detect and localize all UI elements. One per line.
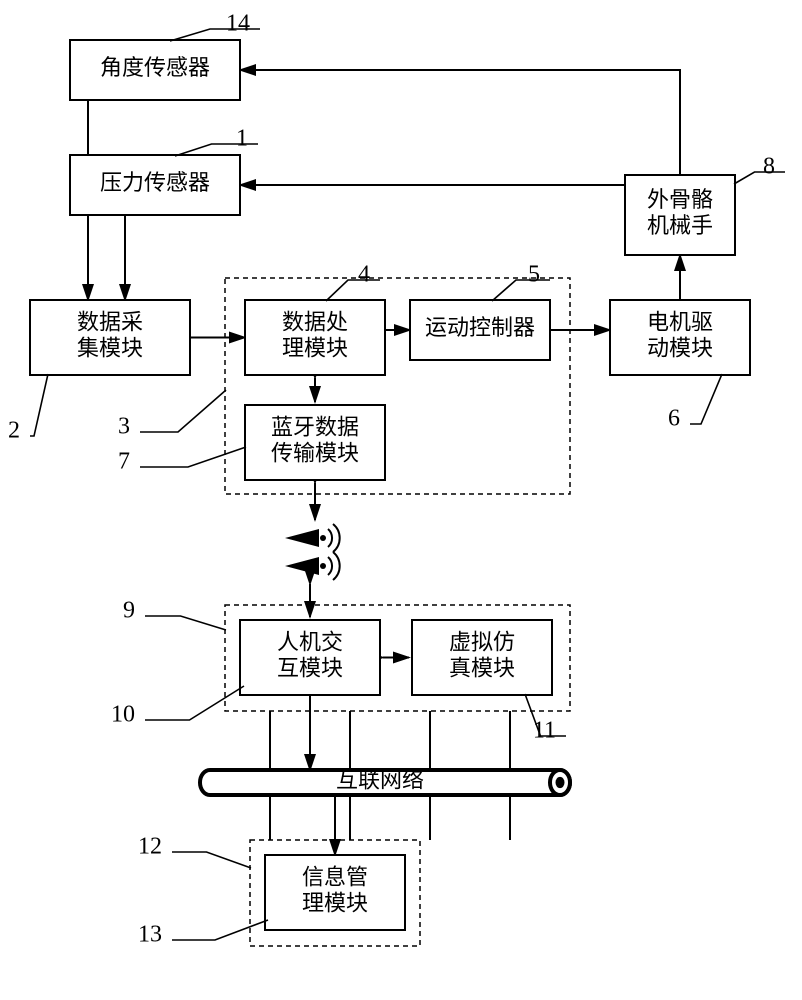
node-b13: 信息管理模块 bbox=[265, 855, 405, 930]
svg-text:6: 6 bbox=[668, 406, 680, 432]
svg-text:集模块: 集模块 bbox=[77, 336, 143, 361]
svg-text:3: 3 bbox=[118, 414, 130, 440]
svg-text:电机驱: 电机驱 bbox=[647, 310, 713, 335]
ref-r1: 1 bbox=[175, 126, 258, 157]
svg-text:机械手: 机械手 bbox=[647, 213, 713, 238]
ref-r3: 3 bbox=[118, 390, 226, 440]
svg-text:人机交: 人机交 bbox=[277, 630, 343, 655]
node-b10: 人机交互模块 bbox=[240, 620, 380, 695]
svg-text:7: 7 bbox=[118, 449, 130, 475]
svg-text:9: 9 bbox=[123, 598, 135, 624]
svg-text:理模块: 理模块 bbox=[302, 891, 368, 916]
wireless-icon bbox=[285, 524, 340, 552]
node-b1: 压力传感器 bbox=[70, 155, 240, 215]
svg-text:动模块: 动模块 bbox=[647, 336, 713, 361]
ref-r13: 13 bbox=[138, 920, 268, 948]
svg-text:5: 5 bbox=[528, 262, 540, 288]
svg-text:数据采: 数据采 bbox=[77, 310, 143, 335]
ref-r11: 11 bbox=[525, 694, 566, 744]
ref-r8: 8 bbox=[734, 154, 785, 185]
svg-text:压力传感器: 压力传感器 bbox=[100, 170, 210, 195]
node-b8: 外骨骼机械手 bbox=[625, 175, 735, 255]
svg-text:角度传感器: 角度传感器 bbox=[100, 55, 210, 80]
node-b2: 数据采集模块 bbox=[30, 300, 190, 375]
svg-text:运动控制器: 运动控制器 bbox=[425, 315, 535, 340]
node-b11: 虚拟仿真模块 bbox=[412, 620, 552, 695]
svg-text:8: 8 bbox=[763, 154, 775, 180]
wireless-icon bbox=[285, 552, 340, 580]
ref-r12: 12 bbox=[138, 834, 251, 869]
svg-text:11: 11 bbox=[533, 718, 556, 744]
svg-text:互联网络: 互联网络 bbox=[336, 768, 424, 793]
svg-text:1: 1 bbox=[236, 126, 248, 152]
ref-r2: 2 bbox=[8, 374, 48, 444]
svg-text:13: 13 bbox=[138, 922, 162, 948]
svg-text:外骨骼: 外骨骼 bbox=[647, 187, 713, 212]
svg-text:蓝牙数据: 蓝牙数据 bbox=[271, 415, 359, 440]
svg-text:理模块: 理模块 bbox=[282, 336, 348, 361]
ref-r9: 9 bbox=[123, 598, 226, 631]
ref-r5: 5 bbox=[492, 262, 550, 302]
ref-r14: 14 bbox=[170, 11, 260, 42]
edge bbox=[240, 70, 680, 175]
svg-text:4: 4 bbox=[358, 262, 370, 288]
diagram-canvas: 角度传感器压力传感器数据采集模块数据处理模块运动控制器电机驱动模块外骨骼机械手蓝… bbox=[0, 0, 802, 1000]
internet-tube: 互联网络 bbox=[200, 711, 570, 840]
svg-text:传输模块: 传输模块 bbox=[271, 441, 359, 466]
node-b5: 运动控制器 bbox=[410, 300, 550, 360]
svg-text:12: 12 bbox=[138, 834, 162, 860]
svg-text:2: 2 bbox=[8, 418, 20, 444]
ref-r6: 6 bbox=[668, 374, 722, 432]
ref-r7: 7 bbox=[118, 447, 246, 475]
svg-text:虚拟仿: 虚拟仿 bbox=[449, 630, 515, 655]
ref-r10: 10 bbox=[111, 686, 244, 728]
svg-text:数据处: 数据处 bbox=[282, 310, 348, 335]
ref-r4: 4 bbox=[326, 262, 380, 302]
node-b6: 电机驱动模块 bbox=[610, 300, 750, 375]
svg-text:真模块: 真模块 bbox=[449, 656, 515, 681]
node-b14: 角度传感器 bbox=[70, 40, 240, 100]
node-b4: 数据处理模块 bbox=[245, 300, 385, 375]
node-b7: 蓝牙数据传输模块 bbox=[245, 405, 385, 480]
svg-text:14: 14 bbox=[226, 11, 250, 37]
svg-text:互模块: 互模块 bbox=[277, 656, 343, 681]
svg-text:信息管: 信息管 bbox=[302, 865, 368, 890]
svg-text:10: 10 bbox=[111, 702, 135, 728]
